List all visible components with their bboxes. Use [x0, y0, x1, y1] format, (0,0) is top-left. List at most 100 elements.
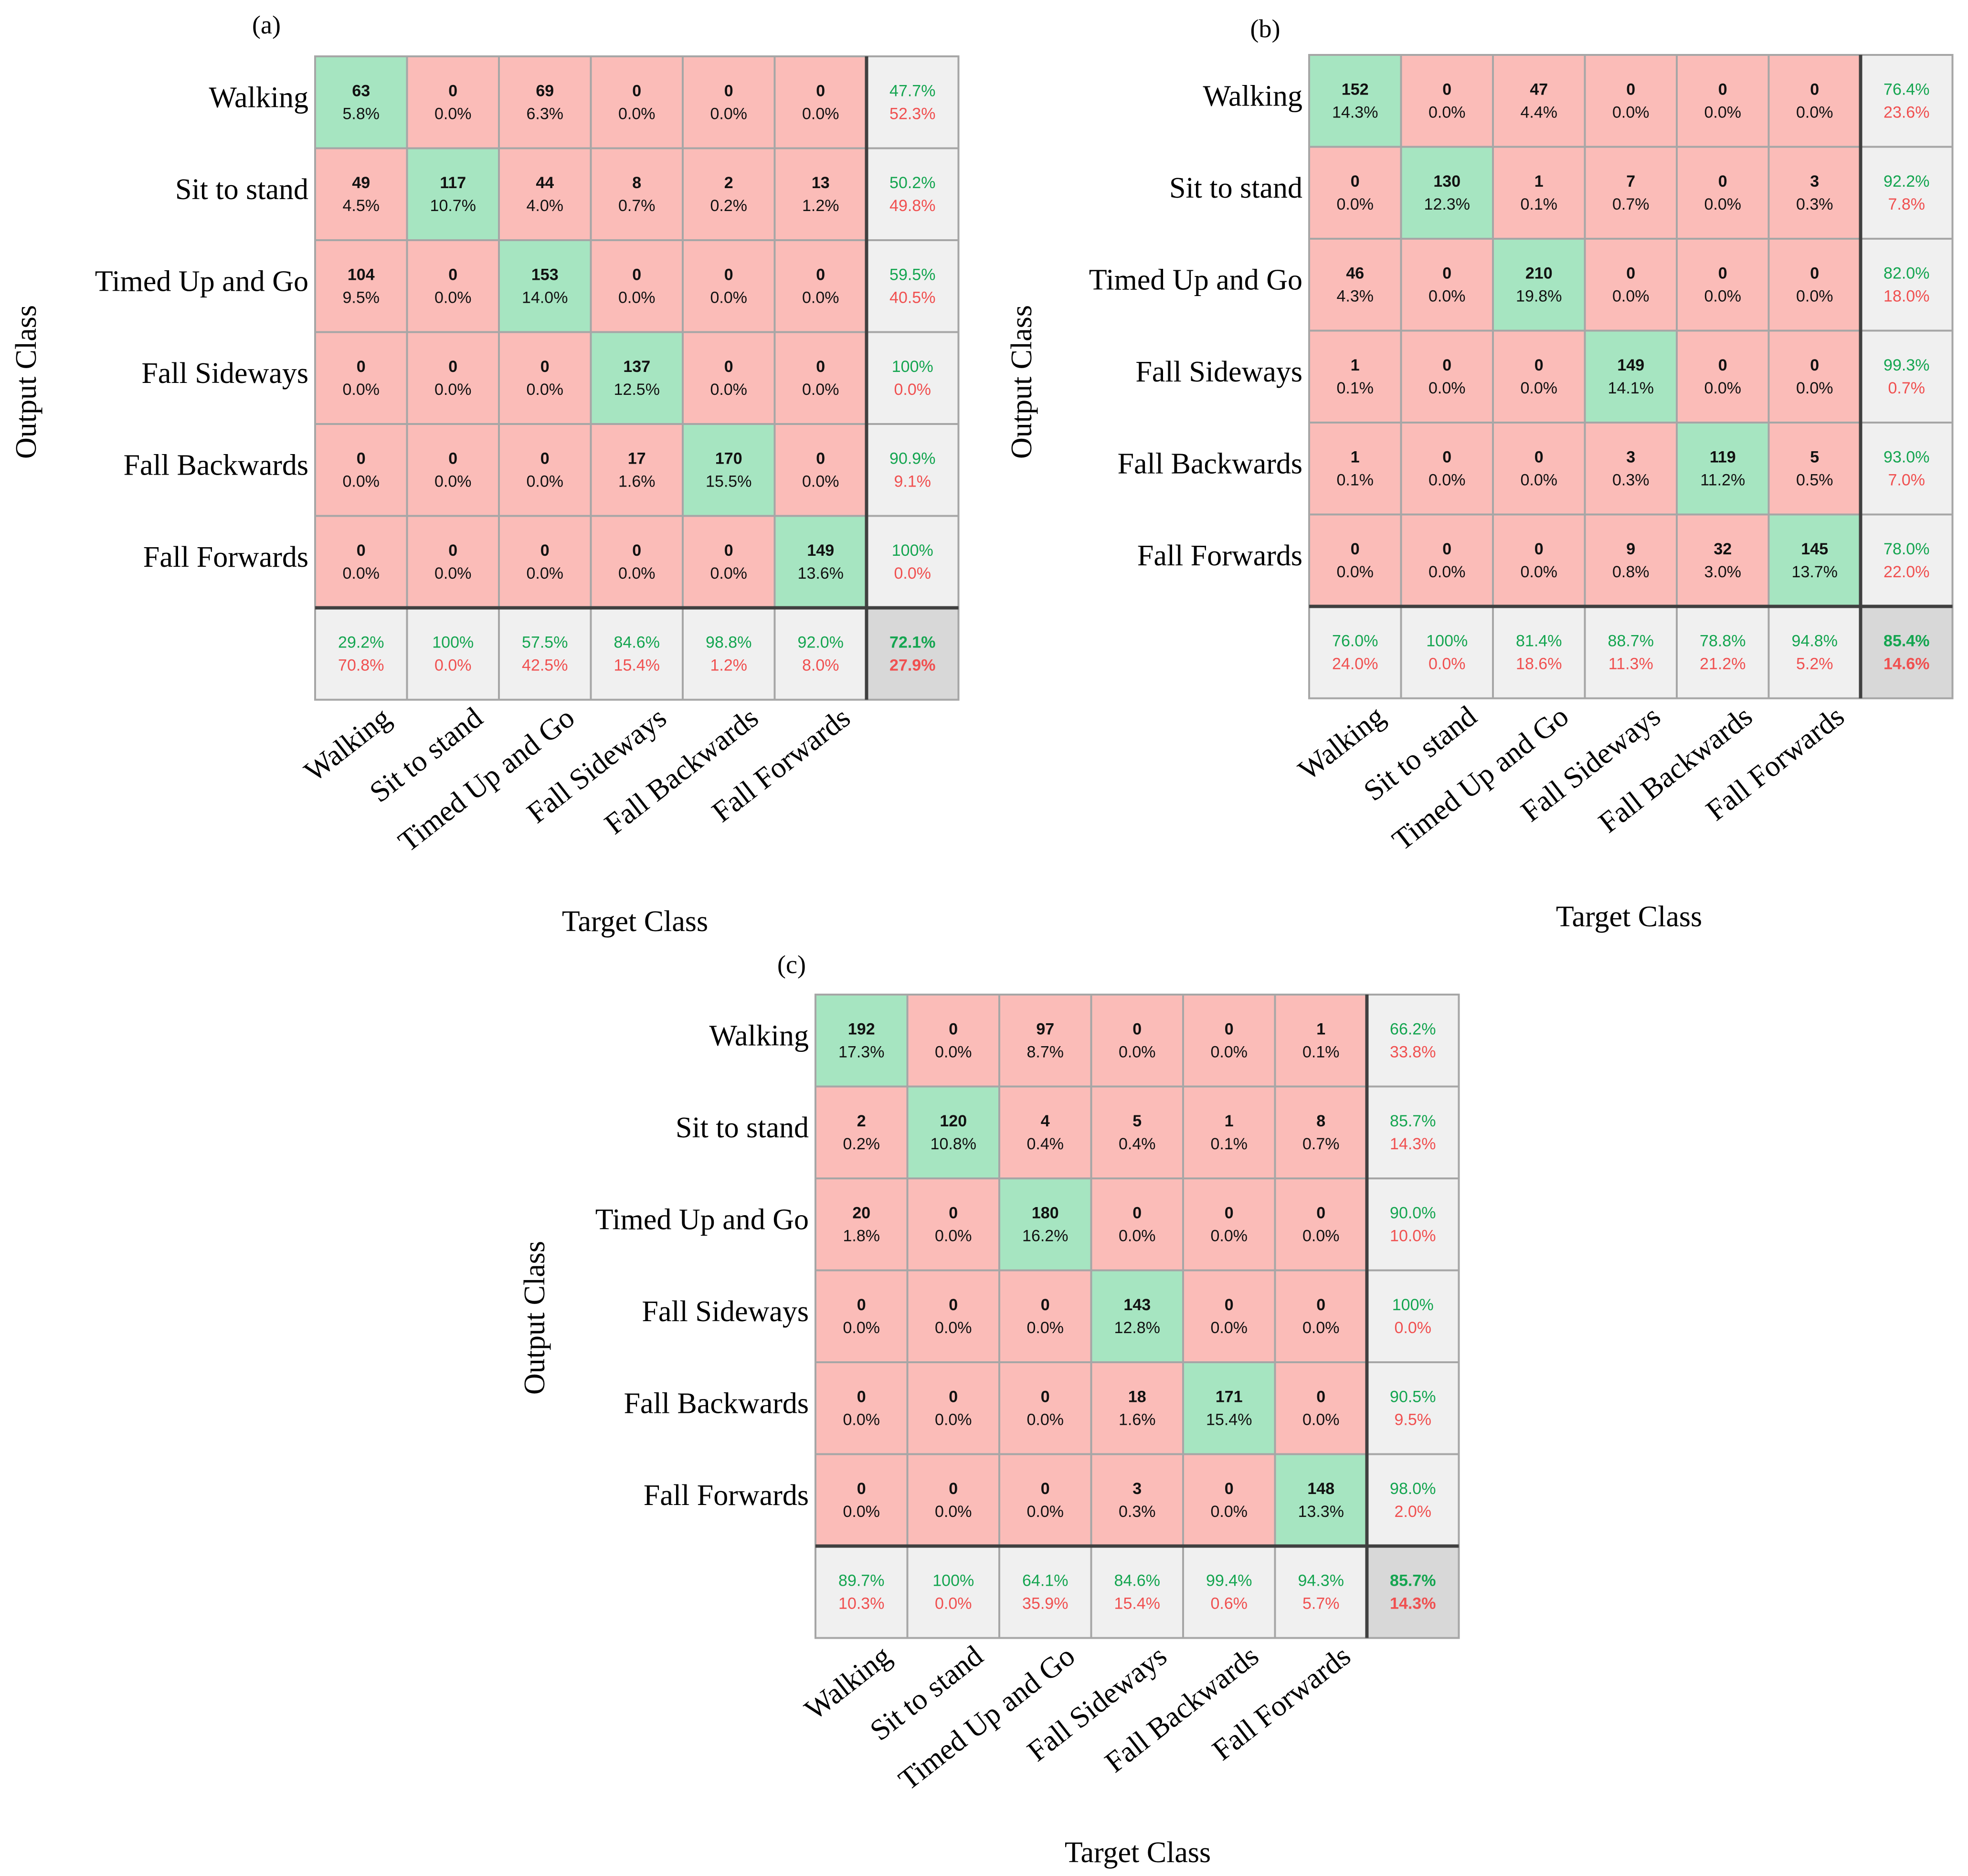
cell-percent: 14.3% [1332, 103, 1378, 121]
cell-count: 0 [1534, 356, 1544, 374]
summary-correct-percent: 85.7% [1390, 1571, 1436, 1590]
cell-percent: 4.4% [1521, 103, 1558, 121]
cell-percent: 0.0% [618, 288, 656, 307]
summary-correct-percent: 88.7% [1608, 632, 1654, 650]
cell-percent: 0.0% [843, 1319, 880, 1337]
cell-count: 0 [949, 1020, 958, 1038]
cell-percent: 0.0% [1428, 103, 1466, 121]
summary-error-percent: 24.0% [1332, 655, 1378, 673]
cell-count: 0 [540, 358, 550, 376]
cell-count: 0 [724, 265, 733, 284]
summary-correct-percent: 76.0% [1332, 632, 1378, 650]
summary-correct-percent: 47.7% [889, 82, 935, 100]
row-class-label: Fall Forwards [644, 1479, 809, 1512]
confusion-matrix-panel-3: (c) 192 17.3% 0 0.0% 97 8.7% 0 0.0% 0 0.0% 1 0.1% 66.… [518, 950, 1460, 1869]
cell-percent: 11.2% [1700, 471, 1745, 489]
cell-count: 0 [1041, 1480, 1050, 1498]
panel-label: (c) [777, 950, 806, 979]
cell-count: 171 [1216, 1388, 1243, 1406]
cell-percent: 0.0% [1302, 1410, 1340, 1429]
cell-count: 0 [1442, 80, 1451, 98]
summary-correct-percent: 85.4% [1883, 632, 1929, 650]
error-cell [773, 331, 868, 425]
cell-count: 0 [1316, 1388, 1325, 1406]
column-summary-cell [406, 607, 500, 701]
error-cell [1492, 513, 1586, 607]
cell-count: 0 [1225, 1204, 1234, 1222]
column-summary-cell [498, 607, 592, 701]
cell-percent: 0.0% [1211, 1503, 1248, 1521]
cell-count: 3 [1626, 448, 1635, 466]
panel-label: (a) [252, 11, 281, 39]
cell-count: 0 [949, 1296, 958, 1314]
overall-accuracy-cell [1366, 1545, 1460, 1639]
cell-count: 5 [1132, 1112, 1142, 1130]
summary-error-percent: 49.8% [889, 197, 935, 215]
column-summary-cell [1090, 1545, 1184, 1639]
cell-count: 0 [1718, 264, 1727, 282]
cell-count: 0 [448, 449, 457, 467]
cell-percent: 0.0% [1704, 103, 1742, 121]
cell-percent: 0.8% [1612, 563, 1650, 581]
row-class-label: Fall Backwards [624, 1387, 809, 1420]
cell-count: 69 [536, 82, 554, 100]
cell-count: 0 [448, 82, 457, 100]
correct-cell [998, 1177, 1092, 1272]
cell-count: 0 [949, 1388, 958, 1406]
row-class-label: Timed Up and Go [95, 265, 308, 297]
cell-count: 192 [848, 1020, 875, 1038]
cell-percent: 0.0% [618, 105, 656, 123]
cell-percent: 19.8% [1516, 287, 1562, 305]
error-cell [1274, 1177, 1368, 1272]
summary-correct-percent: 29.2% [338, 633, 384, 651]
error-cell [314, 515, 408, 609]
cell-percent: 4.5% [343, 197, 380, 215]
cell-count: 5 [1810, 448, 1819, 466]
row-summary-cell [1366, 1177, 1460, 1272]
cell-percent: 0.0% [1704, 287, 1742, 305]
correct-cell [590, 331, 684, 425]
error-cell [1090, 1085, 1184, 1179]
error-cell [406, 423, 500, 517]
cell-percent: 0.0% [1211, 1319, 1248, 1337]
cell-count: 0 [816, 82, 825, 100]
cell-count: 0 [632, 82, 641, 100]
cell-count: 0 [1225, 1020, 1234, 1038]
error-cell [1584, 513, 1678, 607]
cell-count: 1 [1316, 1020, 1325, 1038]
cell-percent: 6.3% [527, 105, 564, 123]
summary-error-percent: 10.0% [1390, 1227, 1436, 1245]
cell-count: 0 [1442, 540, 1451, 558]
cell-count: 0 [857, 1388, 866, 1406]
error-cell [1308, 146, 1402, 240]
column-summary-cell [682, 607, 776, 701]
error-cell [1182, 1177, 1276, 1272]
cell-count: 0 [1351, 540, 1360, 558]
summary-correct-percent: 100% [1426, 632, 1468, 650]
error-cell [1182, 1453, 1276, 1547]
error-cell [1182, 1085, 1276, 1179]
error-cell [1400, 329, 1494, 424]
cell-percent: 0.1% [1211, 1135, 1248, 1153]
cell-count: 0 [1225, 1480, 1234, 1498]
overall-accuracy-cell [1860, 605, 1954, 700]
cell-count: 0 [1132, 1020, 1142, 1038]
row-summary-cell [1366, 1269, 1460, 1363]
error-cell [498, 423, 592, 517]
cell-count: 1 [1351, 356, 1360, 374]
cell-percent: 0.0% [843, 1503, 880, 1521]
cell-count: 145 [1801, 540, 1828, 558]
summary-correct-percent: 89.7% [838, 1571, 884, 1590]
error-cell [406, 55, 500, 149]
cell-percent: 0.0% [1612, 287, 1650, 305]
cell-percent: 0.0% [1337, 195, 1374, 213]
summary-correct-percent: 90.5% [1390, 1388, 1436, 1406]
cell-percent: 0.0% [343, 381, 380, 399]
cell-percent: 13.7% [1792, 563, 1838, 581]
error-cell [682, 515, 776, 609]
cell-percent: 0.0% [802, 472, 839, 490]
summary-correct-percent: 100% [932, 1571, 974, 1590]
row-class-label: Walking [709, 1019, 809, 1052]
column-summary-cell [815, 1545, 909, 1639]
summary-correct-percent: 94.3% [1298, 1571, 1344, 1590]
